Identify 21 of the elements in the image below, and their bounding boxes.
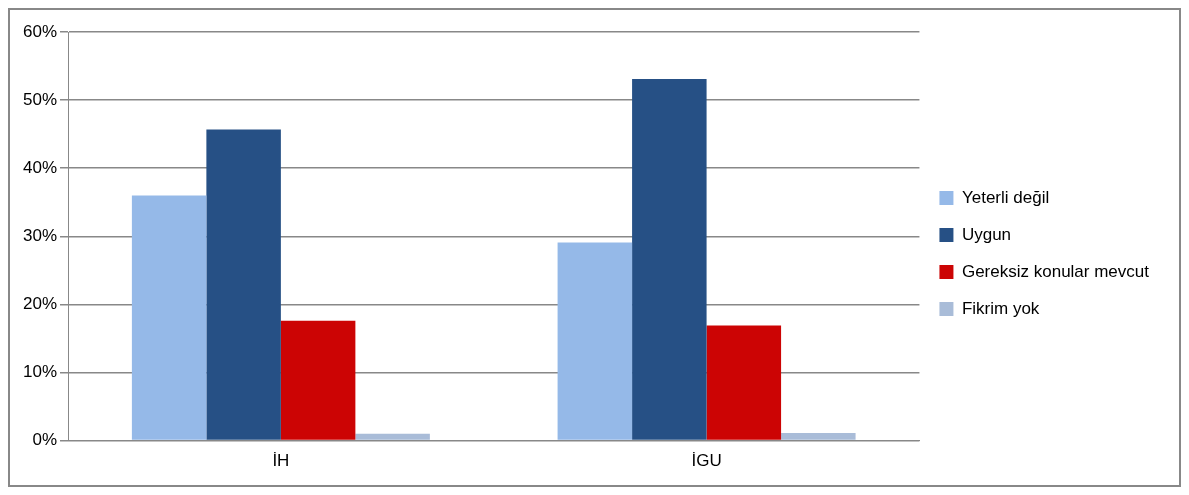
bar xyxy=(131,195,207,440)
y-tick-label: 50% xyxy=(22,89,58,109)
legend-label: Uygun xyxy=(961,224,1012,244)
legend-label: Yeterli değil xyxy=(961,187,1050,207)
legend-label: Fikrim yok xyxy=(961,298,1040,318)
x-tick-label: İH xyxy=(272,451,290,471)
bar xyxy=(632,78,707,440)
y-tick-label: 40% xyxy=(22,157,58,177)
legend-label: Gereksiz konular mevcut xyxy=(961,261,1150,281)
x-tick-label: İGU xyxy=(691,451,722,471)
y-tick-label: 20% xyxy=(22,294,58,314)
y-tick-label: 60% xyxy=(22,21,58,41)
bar xyxy=(280,320,356,440)
bar xyxy=(206,129,281,440)
bar xyxy=(355,433,430,440)
y-tick-label: 0% xyxy=(32,430,58,450)
y-tick-label: 10% xyxy=(22,362,58,382)
bar xyxy=(557,242,633,440)
bar xyxy=(781,433,856,440)
bar xyxy=(706,325,782,440)
y-tick-label: 30% xyxy=(22,225,58,245)
